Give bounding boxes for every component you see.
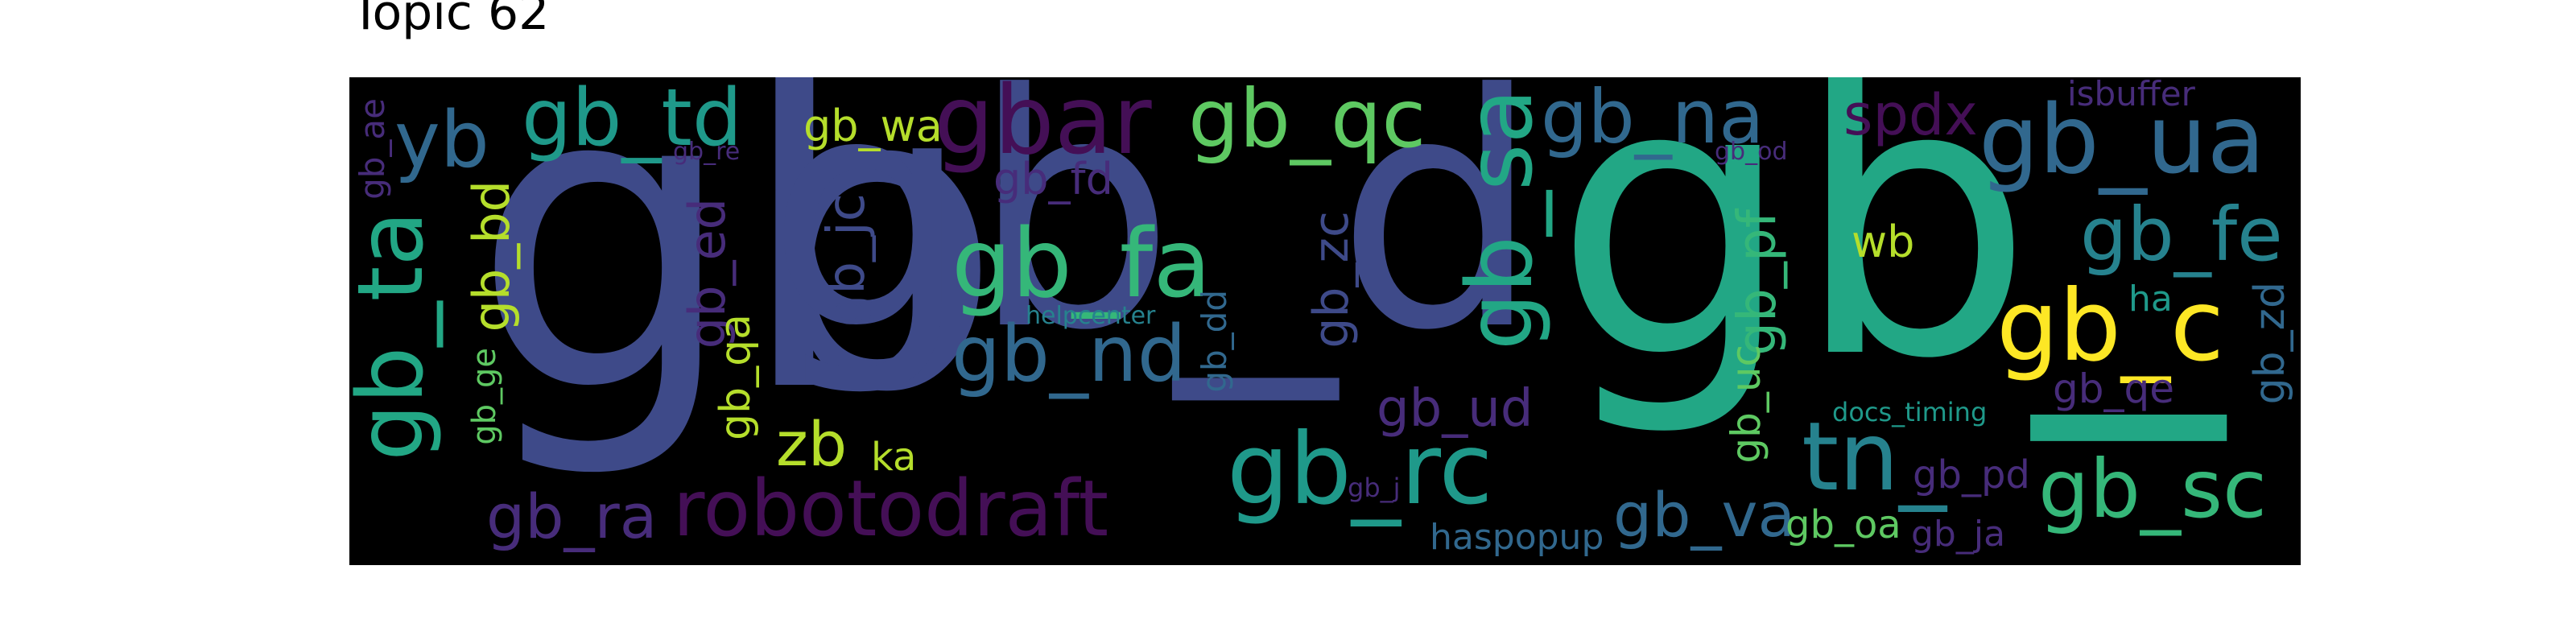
cloud-word-gb-sa: gb_sa bbox=[1448, 89, 1553, 351]
cloud-word-gb-bd: gb_bd bbox=[462, 180, 521, 332]
cloud-word-gb-re: gb_re bbox=[673, 138, 741, 166]
cloud-word-gb-qa: gb_qa bbox=[712, 314, 760, 440]
cloud-word-gb-sc: gb_sc bbox=[2038, 442, 2268, 536]
cloud-word-gb-ta: gb_ta bbox=[349, 211, 444, 461]
cloud-word-gb-underscore: gb_ bbox=[1554, 77, 2223, 441]
cloud-word-gb-zd: gb_zd bbox=[2246, 282, 2294, 405]
cloud-word-wb: wb bbox=[1852, 217, 1915, 267]
cloud-word-gb-d-main: gb_d bbox=[766, 77, 1541, 401]
cloud-word-gb-td: gb_td bbox=[522, 77, 743, 164]
cloud-word-zb: zb bbox=[776, 408, 848, 480]
cloud-word-gb-od: gb_od bbox=[1715, 138, 1788, 166]
cloud-word-gb-wa: gb_wa bbox=[803, 101, 943, 151]
cloud-word-gb-uc: gb_uc bbox=[1723, 345, 1769, 464]
cloud-word-gb-fe: gb_fe bbox=[2080, 192, 2283, 278]
cloud-word-gb-ud: gb_ud bbox=[1377, 379, 1534, 439]
cloud-word-gb-j: gb_j bbox=[1348, 473, 1401, 503]
word-cloud: gb gb_d gb_d gb_ robotodraft gbar gb_ua … bbox=[349, 77, 2301, 565]
cloud-word-gb-ge: gb_ge bbox=[466, 348, 503, 445]
cloud-word-gb-qc: gb_qc bbox=[1188, 77, 1426, 166]
cloud-word-spdx: spdx bbox=[1843, 82, 1978, 148]
cloud-word-gb-pf: gb_pf bbox=[1726, 209, 1788, 356]
cloud-word-helpcenter: helpcenter bbox=[1026, 302, 1156, 330]
cloud-word-gb-rc: gb_rc bbox=[1227, 412, 1493, 526]
cloud-word-gb-c: gb_c bbox=[1996, 269, 2224, 383]
cloud-word-gb: gb bbox=[472, 77, 1004, 484]
cloud-word-gb-qe: gb_qe bbox=[2053, 365, 2174, 412]
cloud-word-ka: ka bbox=[871, 435, 917, 480]
cloud-word-isbuffer: isbuffer bbox=[2067, 77, 2195, 114]
cloud-word-gb-va: gb_va bbox=[1613, 479, 1796, 551]
page-title: Topic 62 bbox=[351, 0, 550, 41]
cloud-word-gb-jc: gb_jc bbox=[817, 193, 877, 328]
cloud-word-gb-ra: gb_ra bbox=[486, 481, 658, 552]
cloud-word-gb-nd: gb_nd bbox=[952, 309, 1187, 399]
cloud-word-gb-zc: gb_zc bbox=[1303, 211, 1360, 349]
cloud-word-gb-dd: gb_dd bbox=[1195, 290, 1234, 393]
cloud-word-gb-ae: gb_ae bbox=[353, 98, 392, 200]
cloud-word-gb-fd: gb_fd bbox=[993, 154, 1113, 204]
cloud-word-gb-fa: gb_fa bbox=[952, 208, 1212, 319]
cloud-word-haspopup: haspopup bbox=[1430, 517, 1604, 558]
cloud-word-gb-ja: gb_ja bbox=[1911, 514, 2006, 555]
cloud-word-yb: yb bbox=[394, 95, 489, 185]
cloud-word-gb-oa: gb_oa bbox=[1785, 502, 1901, 547]
cloud-word-gb-ua: gb_ua bbox=[1979, 84, 2265, 195]
cloud-word-ha: ha bbox=[2128, 279, 2173, 320]
cloud-word-gbar: gbar bbox=[934, 77, 1152, 175]
cloud-word-robotodraft: robotodraft bbox=[673, 464, 1109, 554]
cloud-word-gb-na: gb_na bbox=[1541, 77, 1765, 160]
cloud-word-tn: tn_ bbox=[1802, 401, 1947, 512]
cloud-word-gb-pd: gb_pd bbox=[1913, 452, 2030, 497]
cloud-word-docs-timing: docs_timing bbox=[1832, 397, 1988, 427]
